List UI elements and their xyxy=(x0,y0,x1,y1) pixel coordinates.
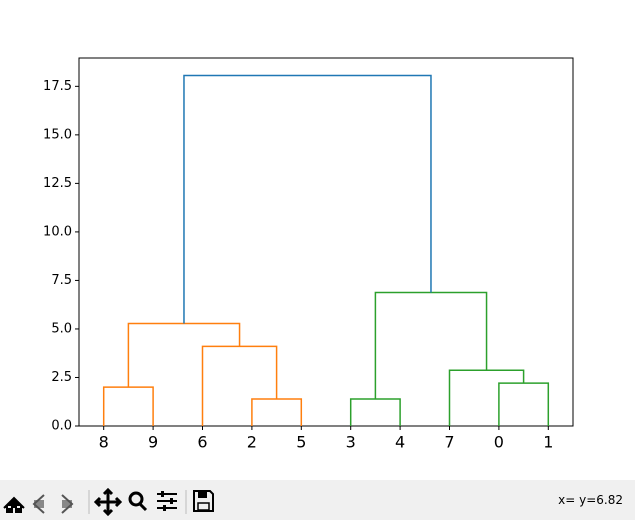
y-tick-label: 15.0 xyxy=(43,127,72,142)
x-tick-label: 0 xyxy=(494,433,504,452)
forward-button[interactable] xyxy=(61,494,74,514)
x-tick-label: 6 xyxy=(197,433,207,452)
y-tick-label: 7.5 xyxy=(51,273,72,288)
link xyxy=(183,74,432,324)
chart: 0.0 2.5 5.0 7.5 10.0 12.5 15.0 17.5 8 9 6 2 5 3 4 7 0 1 xyxy=(43,57,574,452)
x-tick-label: 3 xyxy=(346,433,356,452)
home-button[interactable] xyxy=(3,496,25,513)
y-tick-label: 0.0 xyxy=(51,419,72,434)
y-tick-label: 2.5 xyxy=(51,370,72,385)
zoom-button[interactable] xyxy=(128,491,148,512)
y-tick-label: 10.0 xyxy=(43,224,72,239)
toolbar-icons xyxy=(3,487,214,517)
x-tick-label: 4 xyxy=(395,433,405,452)
x-tick-label: 9 xyxy=(148,433,158,452)
axes-frame xyxy=(78,57,574,427)
y-tick-label: 12.5 xyxy=(43,176,72,191)
pan-button[interactable] xyxy=(93,487,123,517)
y-tick-label: 17.5 xyxy=(43,79,72,94)
link xyxy=(127,322,241,388)
x-tick-label: 2 xyxy=(247,433,257,452)
y-tick-label: 5.0 xyxy=(51,321,72,336)
configure-button[interactable] xyxy=(157,491,177,511)
x-tick-label: 5 xyxy=(296,433,306,452)
x-tick-label: 8 xyxy=(99,433,109,452)
x-tick-label: 1 xyxy=(543,433,553,452)
x-tick-label: 7 xyxy=(444,433,454,452)
toolbar: x= y=6.82 xyxy=(0,480,635,520)
link xyxy=(201,345,278,426)
save-button[interactable] xyxy=(193,490,214,512)
back-button[interactable] xyxy=(32,494,45,514)
status-text: x= y=6.82 xyxy=(558,493,623,507)
